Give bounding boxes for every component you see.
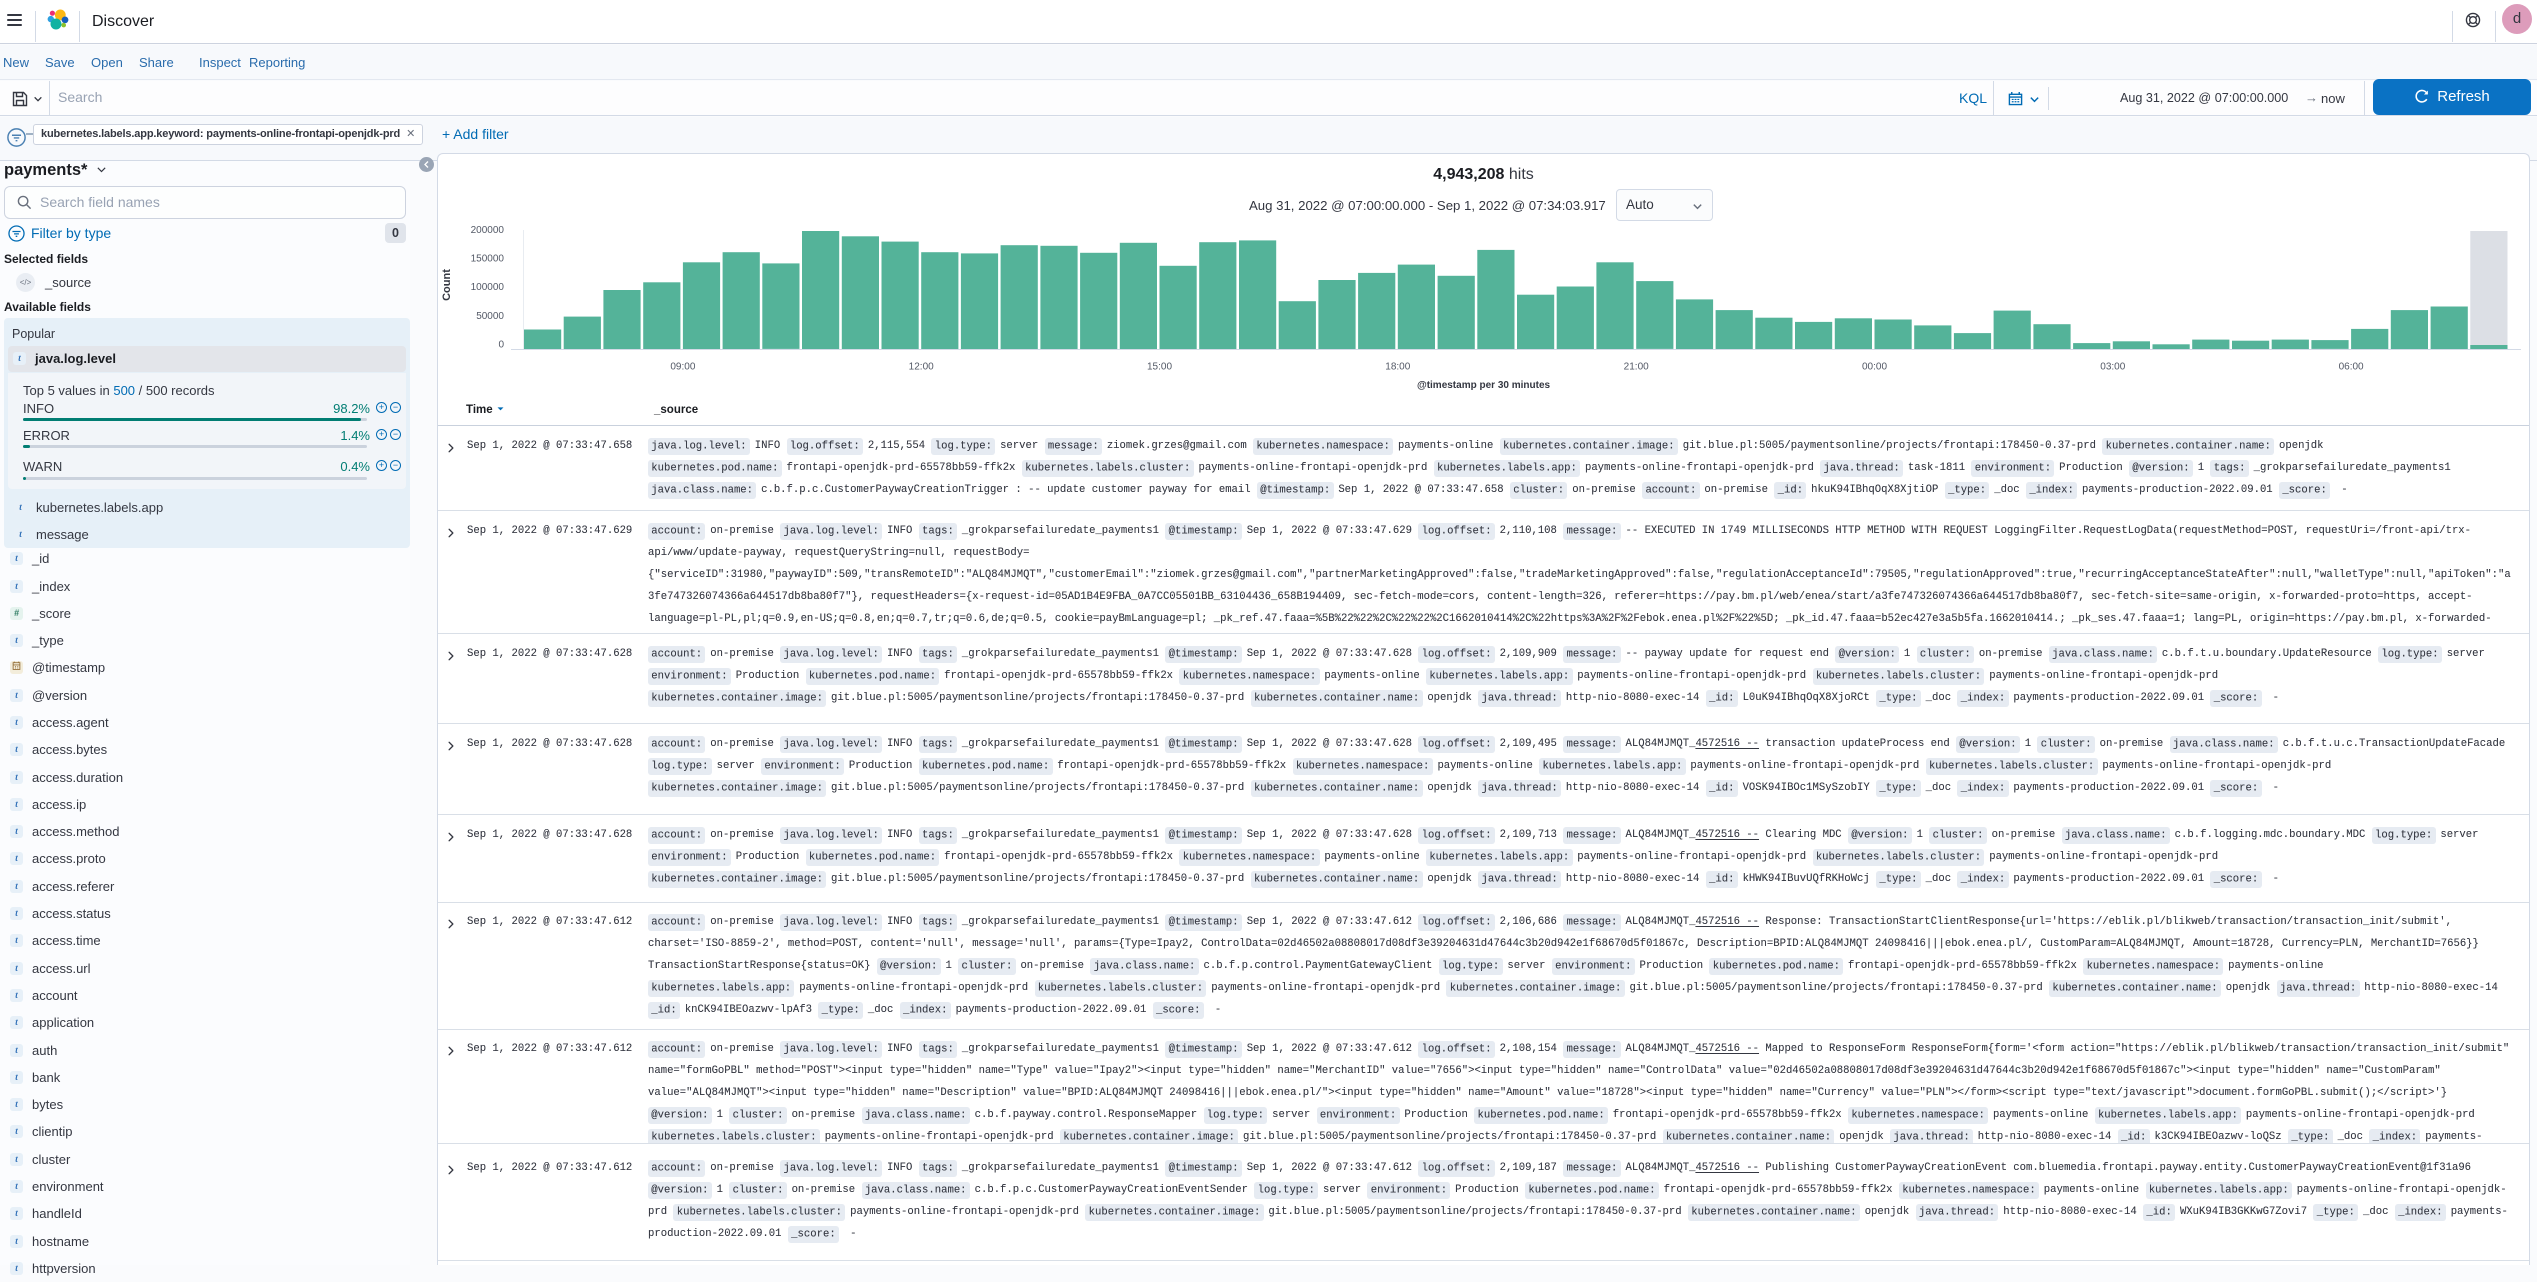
- svg-text:100000: 100000: [471, 282, 505, 293]
- svg-text:00:00: 00:00: [1862, 362, 1887, 373]
- svg-text:09:00: 09:00: [670, 362, 695, 373]
- svg-text:12:00: 12:00: [909, 362, 934, 373]
- svg-text:03:00: 03:00: [2100, 362, 2125, 373]
- svg-text:200000: 200000: [471, 225, 505, 236]
- svg-text:50000: 50000: [476, 311, 504, 322]
- svg-text:0: 0: [498, 340, 504, 351]
- svg-text:18:00: 18:00: [1385, 362, 1410, 373]
- svg-text:21:00: 21:00: [1624, 362, 1649, 373]
- svg-text:15:00: 15:00: [1147, 362, 1172, 373]
- svg-text:06:00: 06:00: [2339, 362, 2364, 373]
- svg-text:150000: 150000: [471, 254, 505, 265]
